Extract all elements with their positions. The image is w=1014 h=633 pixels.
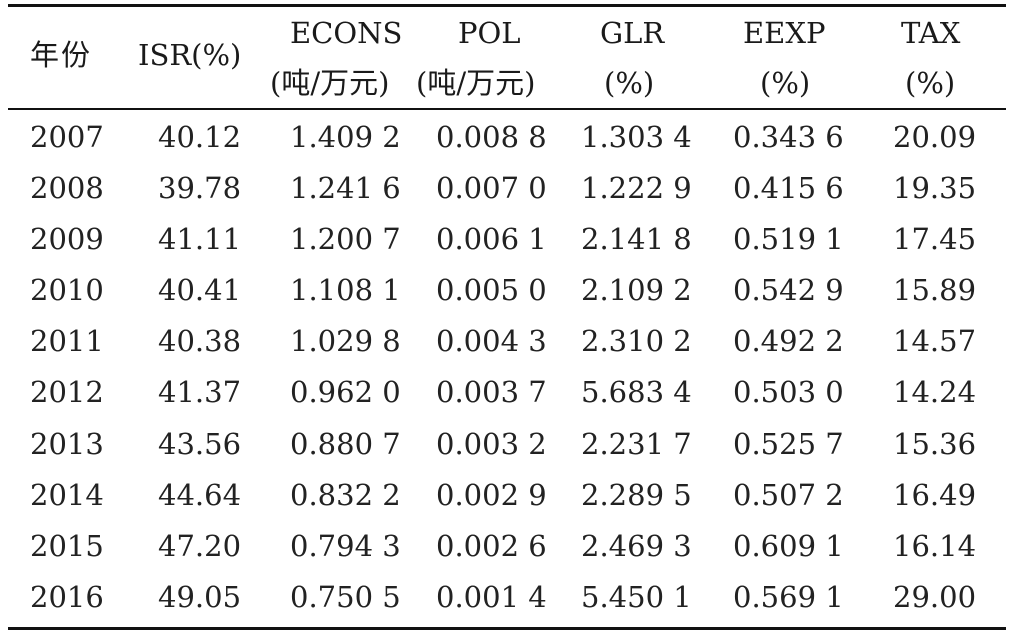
header-glr-unit: (%) (604, 66, 655, 100)
cell-pol: 0.007 0 (436, 170, 547, 205)
cell-tax: 17.45 (893, 221, 977, 256)
cell-pol: 0.004 3 (436, 324, 547, 359)
cell-year: 2015 (30, 529, 104, 563)
cell-eexp: 0.503 0 (733, 375, 844, 410)
cell-econs: 0.794 3 (290, 529, 401, 563)
cell-tax: 14.24 (893, 375, 977, 410)
cell-pol: 0.002 6 (436, 529, 547, 563)
cell-eexp: 0.415 6 (733, 170, 844, 205)
table-row: 2009 41.11 1.200 7 0.006 1 2.141 8 0.519… (8, 216, 1006, 267)
cell-year: 2014 (30, 477, 104, 512)
cell-year: 2007 (30, 119, 104, 154)
header-glr-name: GLR (600, 16, 665, 50)
header-eexp-unit: (%) (760, 66, 811, 100)
cell-isr: 40.38 (158, 324, 242, 359)
cell-glr: 2.469 3 (581, 529, 692, 563)
header-tax-name: TAX (901, 16, 961, 50)
cell-isr: 43.56 (158, 426, 242, 461)
cell-eexp: 0.492 2 (733, 324, 844, 359)
cell-isr: 44.64 (158, 477, 242, 512)
cell-glr: 1.303 4 (581, 119, 692, 154)
cell-year: 2016 (30, 580, 104, 615)
cell-glr: 5.683 4 (581, 375, 692, 410)
table-header: 年份 ISR(%) ECONS (吨/万元) POL (吨/万元) GLR (%… (8, 7, 1006, 108)
table-header-rule (8, 108, 1006, 110)
table-row: 2014 44.64 0.832 2 0.002 9 2.289 5 0.507… (8, 472, 1006, 523)
cell-econs: 0.880 7 (290, 426, 401, 461)
table-row: 2007 40.12 1.409 2 0.008 8 1.303 4 0.343… (8, 114, 1006, 165)
cell-eexp: 0.343 6 (733, 119, 844, 154)
cell-year: 2011 (30, 324, 104, 359)
cell-pol: 0.008 8 (436, 119, 547, 154)
cell-isr: 40.41 (158, 273, 242, 308)
cell-isr: 41.11 (158, 221, 242, 256)
cell-year: 2012 (30, 375, 104, 410)
table-top-rule (8, 4, 1006, 7)
table-row: 2012 41.37 0.962 0 0.003 7 5.683 4 0.503… (8, 369, 1006, 420)
cell-econs: 0.962 0 (290, 375, 401, 410)
cell-year: 2013 (30, 426, 104, 461)
header-pol-name: POL (458, 16, 521, 50)
cell-pol: 0.003 7 (436, 375, 547, 410)
cell-tax: 14.57 (893, 324, 977, 359)
cell-glr: 5.450 1 (581, 580, 692, 615)
cell-pol: 0.006 1 (436, 221, 547, 256)
header-pol-unit: (吨/万元) (416, 66, 536, 100)
cell-tax: 15.36 (893, 426, 977, 461)
cell-pol: 0.001 4 (436, 580, 547, 615)
header-isr: ISR(%) (138, 38, 242, 72)
cell-tax: 19.35 (893, 170, 977, 205)
cell-glr: 2.310 2 (581, 324, 692, 359)
cell-isr: 40.12 (158, 119, 242, 154)
cell-tax: 16.49 (893, 477, 977, 512)
cell-tax: 29.00 (893, 580, 977, 615)
cell-econs: 0.750 5 (290, 580, 401, 615)
cell-econs: 0.832 2 (290, 477, 401, 512)
table-bottom-rule (8, 627, 1006, 631)
cell-pol: 0.003 2 (436, 426, 547, 461)
table-row: 2010 40.41 1.108 1 0.005 0 2.109 2 0.542… (8, 267, 1006, 318)
cell-year: 2009 (30, 221, 104, 256)
table-row: 2013 43.56 0.880 7 0.003 2 2.231 7 0.525… (8, 421, 1006, 472)
cell-eexp: 0.542 9 (733, 273, 844, 308)
cell-econs: 1.029 8 (290, 324, 401, 359)
cell-eexp: 0.609 1 (733, 529, 844, 563)
cell-eexp: 0.525 7 (733, 426, 844, 461)
header-year: 年份 (30, 38, 93, 72)
cell-econs: 1.108 1 (290, 273, 401, 308)
cell-tax: 15.89 (893, 273, 977, 308)
cell-isr: 41.37 (158, 375, 242, 410)
table-body: 2007 40.12 1.409 2 0.008 8 1.303 4 0.343… (8, 110, 1006, 628)
cell-glr: 2.289 5 (581, 477, 692, 512)
cell-isr: 49.05 (158, 580, 242, 615)
cell-year: 2008 (30, 170, 104, 205)
cell-pol: 0.005 0 (436, 273, 547, 308)
cell-econs: 1.200 7 (290, 221, 401, 256)
cell-econs: 1.241 6 (290, 170, 401, 205)
cell-year: 2010 (30, 273, 104, 308)
cell-econs: 1.409 2 (290, 119, 401, 154)
cell-glr: 1.222 9 (581, 170, 692, 205)
header-econs-name: ECONS (290, 16, 403, 50)
table-row: 2008 39.78 1.241 6 0.007 0 1.222 9 0.415… (8, 165, 1006, 216)
table-row: 2016 49.05 0.750 5 0.001 4 5.450 1 0.569… (8, 574, 1006, 625)
cell-eexp: 0.519 1 (733, 221, 844, 256)
data-table: 年份 ISR(%) ECONS (吨/万元) POL (吨/万元) GLR (%… (8, 4, 1006, 631)
cell-eexp: 0.507 2 (733, 477, 844, 512)
cell-isr: 39.78 (158, 170, 242, 205)
cell-tax: 20.09 (893, 119, 977, 154)
table-row: 2011 40.38 1.029 8 0.004 3 2.310 2 0.492… (8, 318, 1006, 369)
table-row: 2015 47.20 0.794 3 0.002 6 2.469 3 0.609… (8, 523, 1006, 574)
cell-glr: 2.109 2 (581, 273, 692, 308)
cell-tax: 16.14 (893, 529, 977, 563)
cell-isr: 47.20 (158, 529, 242, 563)
header-eexp-name: EEXP (743, 16, 826, 50)
cell-eexp: 0.569 1 (733, 580, 844, 615)
cell-pol: 0.002 9 (436, 477, 547, 512)
header-econs-unit: (吨/万元) (270, 66, 390, 100)
header-tax-unit: (%) (905, 66, 956, 100)
cell-glr: 2.141 8 (581, 221, 692, 256)
cell-glr: 2.231 7 (581, 426, 692, 461)
